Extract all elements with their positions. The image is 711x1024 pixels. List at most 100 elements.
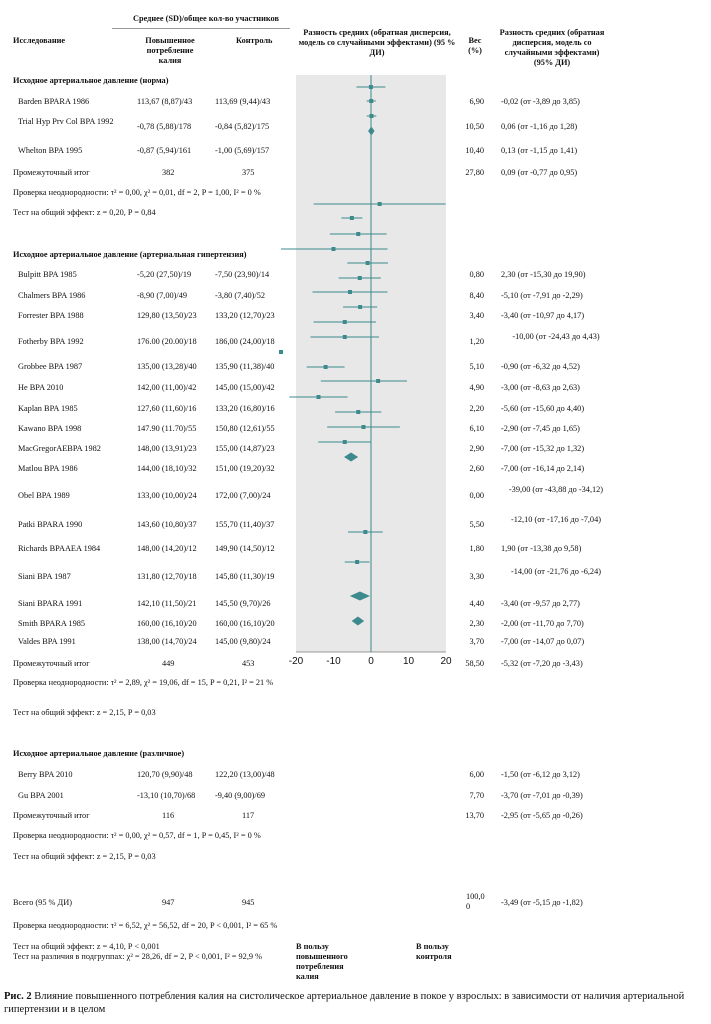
md-value: -7,00 (от -15,32 до 1,32)	[501, 444, 585, 453]
study-name: Matlou BPA 1986	[18, 464, 78, 473]
ctrl-value: 133,20 (12,70)/23	[215, 311, 275, 320]
heterogeneity-text: Проверка неоднородности: τ² = 0,00, χ² =…	[13, 188, 261, 197]
exp-value: -5,20 (27,50)/19	[137, 270, 192, 279]
col-md-header: Разность средних (обратная дисперсия, мо…	[499, 28, 605, 67]
caption-text: Влияние повышенного потребления калия на…	[4, 991, 685, 1015]
subtotal-ctrl: 375	[242, 168, 255, 177]
weight-value: 10,50	[465, 122, 484, 131]
exp-value: 127,60 (11,60)/16	[137, 404, 197, 413]
overall-effect-text: Тест на общий эффект: z = 2,15, P = 0,03	[13, 708, 156, 717]
total-label: Всего (95 % ДИ)	[13, 898, 72, 907]
exp-value: 147.90 (11.70)/55	[137, 424, 197, 433]
md-value: -5,60 (от -15,60 до 4,40)	[501, 404, 585, 413]
study-name: Whelton BPA 1995	[18, 146, 83, 155]
weight-value: 5,50	[469, 520, 484, 529]
subtotal-label: Промежуточный итог	[13, 168, 90, 177]
ctrl-value: -0,84 (5,82)/175	[215, 122, 270, 131]
point-estimate	[369, 114, 374, 118]
md-value: -3,00 (от -8,63 до 2,63)	[501, 383, 580, 392]
ctrl-value: 145,00 (9,80)/24	[215, 637, 271, 646]
group-header: Среднее (SD)/общее кол-во участников	[133, 14, 279, 23]
ctrl-value: 155,00 (14,87)/23	[215, 444, 275, 453]
study-name: Kawano BPA 1998	[18, 424, 82, 433]
summary-diamond	[351, 616, 365, 626]
group-title: Исходное артериальное давление (различно…	[13, 749, 185, 758]
col-exp-header: Повышенное потребление калия	[145, 36, 195, 65]
study-name: Richards BPAAEA 1984	[18, 544, 101, 553]
md-value: -0,02 (от -3,89 до 3,85)	[501, 97, 580, 106]
study-name: Smith BPARA 1985	[18, 619, 86, 628]
md-value: 1,90 (от -13,38 до 9,58)	[501, 544, 582, 553]
exp-value: 143,60 (10,80)/37	[137, 520, 197, 529]
figure-caption: Рис. 2 Влияние повышенного потребления к…	[4, 990, 704, 1016]
ctrl-value: 122,20 (13,00)/48	[215, 770, 275, 779]
study-name: Siani BPA 1987	[18, 572, 71, 581]
weight-value: 4,40	[469, 599, 484, 608]
study-name: Grobbee BPA 1987	[18, 362, 83, 371]
study-name: Barden BPARA 1986	[18, 97, 90, 106]
weight-value: 2,30	[469, 619, 484, 628]
ctrl-value: -7,50 (23,90)/14	[215, 270, 270, 279]
study-name: He BPA 2010	[18, 383, 64, 392]
point-estimate	[355, 560, 360, 564]
md-value: -7,00 (от -14,07 до 0,07)	[501, 637, 585, 646]
ctrl-value: 145,80 (11,30)/19	[215, 572, 275, 581]
weight-value: 2,60	[469, 464, 484, 473]
study-name: Kaplan BPA 1985	[18, 404, 78, 413]
overall-effect-text: Тест на общий эффект: z = 2,15, P = 0,03	[13, 852, 156, 861]
md-value: -2,00 (от -11,70 до 7,70)	[501, 619, 584, 628]
total-overall-effect: Тест на общий эффект: z = 4,10, P < 0,00…	[13, 942, 160, 951]
subtotal-ctrl: 453	[242, 659, 255, 668]
exp-value: 120,70 (9,90)/48	[137, 770, 193, 779]
study-name: Valdes BPA 1991	[18, 637, 76, 646]
study-name: Chalmers BPA 1986	[18, 291, 86, 300]
subtotal-md: -5,32 (от -7,20 до -3,43)	[501, 659, 583, 668]
point-estimate	[363, 530, 368, 534]
total-ctrl: 945	[242, 898, 255, 907]
point-estimate	[377, 202, 382, 206]
weight-value: 5,10	[469, 362, 484, 371]
exp-value: -0,78 (5,88)/178	[137, 122, 192, 131]
point-estimate	[349, 216, 354, 220]
col-plot-header: Разность средних (обратная дисперсия, мо…	[298, 28, 456, 57]
study-name: Obel BPA 1989	[18, 491, 70, 500]
summary-diamond	[349, 591, 371, 601]
study-name: Bulpitt BPA 1985	[18, 270, 77, 279]
point-estimate	[357, 276, 362, 280]
md-value: -5,10 (от -7,91 до -2,29)	[501, 291, 583, 300]
study-name: Siani BPARA 1991	[18, 599, 83, 608]
weight-value: 2,90	[469, 444, 484, 453]
total-weight: 100,00	[466, 892, 485, 911]
total-exp: 947	[162, 898, 175, 907]
exp-value: 142,00 (11,00)/42	[137, 383, 197, 392]
heterogeneity-text: Проверка неоднородности: τ² = 2,89, χ² =…	[13, 678, 274, 687]
exp-value: 129,80 (13,50)/23	[137, 311, 197, 320]
exp-value: -13,10 (10,70)/68	[137, 791, 196, 800]
subtotal-label: Промежуточный итог	[13, 659, 90, 668]
point-estimate	[342, 335, 347, 339]
study-name: Fotherby BPA 1992	[18, 337, 84, 346]
point-estimate	[368, 85, 373, 89]
study-name: Gu BPA 2001	[18, 791, 64, 800]
study-name: MacGregorAEBPA 1982	[18, 444, 101, 453]
col-study-header: Исследование	[13, 36, 66, 45]
exp-value: 133,00 (10,00)/24	[137, 491, 197, 500]
weight-value: 1,80	[469, 544, 484, 553]
point-estimate	[323, 365, 328, 369]
x-tick-label: -10	[326, 656, 341, 667]
exp-value: 176.00 (20.00)/18	[137, 337, 197, 346]
total-md: -3,49 (от -5,15 до -1,82)	[501, 898, 583, 907]
weight-value: 0,00	[469, 491, 484, 500]
exp-value: -8,90 (7,00)/49	[137, 291, 188, 300]
point-estimate	[342, 320, 347, 324]
x-tick-label: 20	[440, 656, 452, 667]
exp-value: 131,80 (12,70)/18	[137, 572, 197, 581]
col-ctrl-header: Контроль	[236, 36, 273, 45]
subtotal-ctrl: 117	[242, 811, 255, 820]
caption-label: Рис. 2	[4, 991, 32, 1002]
study-name: Patki BPARA 1990	[18, 520, 83, 529]
exp-value: 138,00 (14,70)/24	[137, 637, 197, 646]
weight-value: 7,70	[469, 791, 484, 800]
x-tick-label: 0	[368, 656, 374, 667]
